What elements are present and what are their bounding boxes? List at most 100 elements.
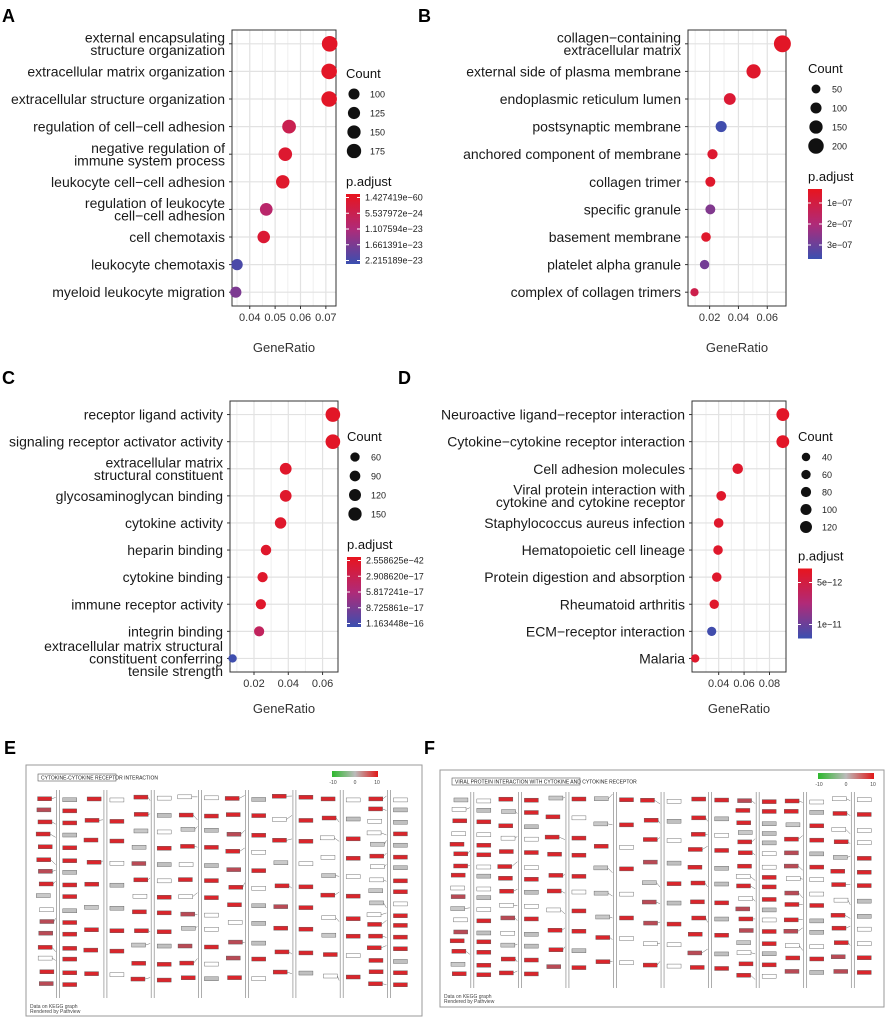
- size-legend-dot: [800, 486, 812, 498]
- receptor-node: [298, 905, 314, 910]
- interaction-edge: [148, 813, 151, 815]
- receptor-node: [393, 831, 408, 837]
- receptor-node: [619, 797, 634, 802]
- receptor-node: [714, 951, 729, 957]
- gene-node: [548, 873, 564, 878]
- data-point: [230, 286, 242, 298]
- receptor-node: [251, 868, 266, 873]
- receptor-node: [476, 907, 492, 912]
- interaction-edge: [799, 945, 803, 951]
- gene-node: [453, 851, 468, 857]
- gene-node: [548, 947, 564, 952]
- kegg-scale-min-e: -10: [329, 780, 336, 786]
- interaction-edge: [465, 807, 470, 810]
- receptor-node: [666, 838, 682, 843]
- data-point: [274, 517, 287, 529]
- term-label: extracellular matrix: [564, 42, 681, 58]
- gene-node: [544, 834, 560, 840]
- data-point: [260, 544, 272, 556]
- x-axis-title: GeneRatio: [706, 340, 768, 355]
- gene-node: [368, 969, 384, 974]
- interaction-edge: [797, 927, 803, 932]
- size-legend-dot: [800, 503, 812, 516]
- interaction-edge: [513, 970, 518, 974]
- term-label: extracellular matrix: [106, 455, 223, 471]
- gene-node: [640, 798, 655, 803]
- term-label: collagen−containing: [557, 30, 681, 46]
- receptor-node: [393, 820, 408, 825]
- receptor-node: [809, 944, 824, 949]
- color-legend-label: 1.107594e−23: [365, 224, 423, 234]
- receptor-node: [714, 881, 729, 887]
- data-point: [705, 204, 716, 215]
- receptor-node: [393, 959, 408, 964]
- term-label: cytokine binding: [123, 569, 223, 585]
- interaction-edge: [750, 952, 756, 955]
- receptor-node: [62, 894, 77, 899]
- color-legend-bar: [347, 557, 361, 627]
- receptor-node: [857, 941, 872, 946]
- size-legend-dot: [346, 143, 362, 159]
- receptor-node: [62, 870, 77, 875]
- data-point: [259, 203, 273, 216]
- interaction-edge: [608, 793, 613, 799]
- receptor-node: [476, 930, 492, 936]
- gene-node: [39, 981, 54, 986]
- interaction-edge: [798, 835, 803, 840]
- receptor-node: [666, 881, 682, 886]
- term-label: collagen trimer: [589, 174, 681, 190]
- receptor-node: [571, 965, 587, 970]
- size-legend-dot: [349, 470, 361, 482]
- interaction-edge: [384, 840, 387, 845]
- gene-node: [273, 925, 288, 931]
- dotplot-panel-d: 0.04 0.06 0.08 GeneRatio Neuroactive ligand−…: [441, 400, 844, 716]
- gene-node: [134, 928, 149, 933]
- gene-node: [832, 796, 847, 801]
- gene-node: [784, 836, 799, 842]
- gene-node: [831, 882, 846, 887]
- interaction-edge: [288, 951, 293, 955]
- receptor-node: [345, 916, 361, 921]
- receptor-node: [156, 829, 172, 835]
- gene-node: [225, 849, 240, 854]
- gene-node: [593, 865, 609, 871]
- interaction-edge: [380, 832, 387, 836]
- receptor-node: [476, 819, 492, 825]
- gene-node: [320, 796, 336, 802]
- size-legend-dot: [347, 106, 361, 120]
- panel-label-d: D: [398, 368, 411, 388]
- gene-node: [367, 819, 382, 824]
- size-legend-label: 150: [832, 123, 847, 133]
- gene-node: [83, 947, 98, 953]
- interaction-edge: [53, 918, 56, 922]
- color-legend-label: 3e−07: [827, 240, 852, 250]
- receptor-node: [857, 797, 872, 802]
- gene-node: [500, 942, 516, 948]
- term-label: immune receptor activity: [71, 596, 223, 612]
- receptor-node: [298, 861, 314, 866]
- receptor-node: [619, 822, 634, 828]
- interaction-edge: [53, 880, 56, 885]
- x-tick-label: 0.04: [278, 678, 299, 690]
- receptor-node: [619, 960, 634, 965]
- interaction-edge: [847, 900, 851, 905]
- size-legend-label: 150: [371, 510, 386, 520]
- color-legend-title: p.adjust: [808, 169, 854, 184]
- gene-node: [39, 907, 54, 913]
- gene-node: [133, 812, 149, 817]
- size-legend-label: 90: [371, 472, 381, 482]
- receptor-node: [62, 820, 77, 826]
- receptor-node: [204, 927, 219, 932]
- gene-node: [784, 969, 800, 974]
- interaction-edge: [100, 860, 104, 863]
- term-label: tensile strength: [128, 663, 223, 679]
- receptor-node: [251, 850, 266, 855]
- gene-node: [180, 844, 195, 849]
- receptor-node: [666, 799, 682, 804]
- interaction-edge: [559, 836, 566, 840]
- receptor-node: [476, 886, 492, 892]
- gene-node: [38, 930, 53, 936]
- x-tick-label: 0.06: [290, 312, 311, 324]
- term-label: Malaria: [639, 650, 685, 666]
- receptor-node: [109, 838, 125, 844]
